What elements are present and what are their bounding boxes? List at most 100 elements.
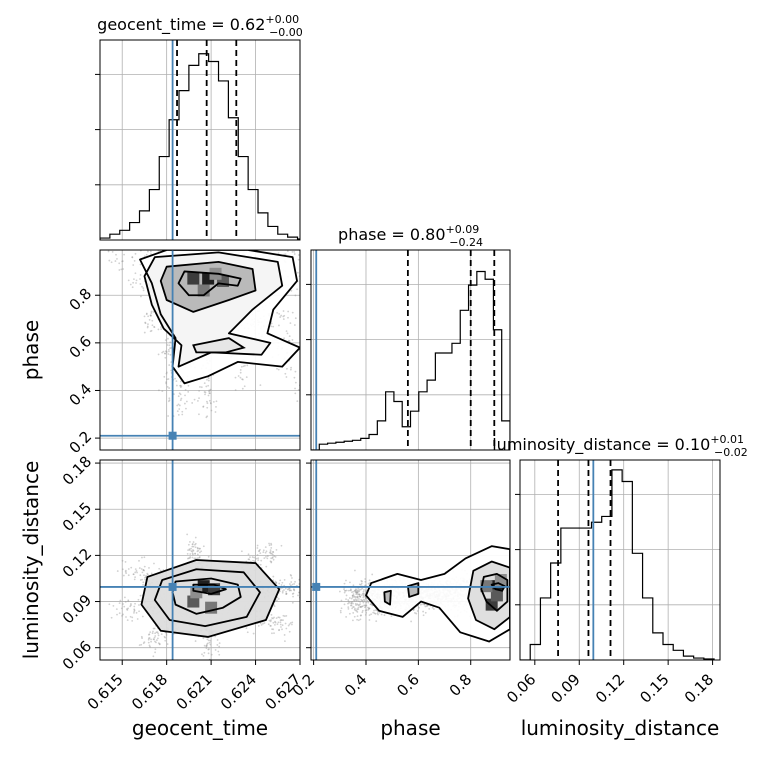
scatter-point [218,642,221,645]
scatter-point [160,328,162,331]
hist-panel-phase [311,250,510,450]
scatter-point [152,627,155,630]
scatter-point [279,590,281,593]
scatter-point [354,609,357,612]
scatter-point [189,541,191,543]
contour-line [365,545,510,643]
scatter-point [271,553,274,556]
scatter-point [164,636,167,639]
scatter-point [354,589,356,592]
scatter-point [254,236,256,238]
scatter-point [356,608,359,610]
scatter-point [203,391,206,393]
scatter-point [156,637,159,640]
scatter-point [133,605,136,608]
scatter-point [157,353,160,356]
scatter-point [152,655,155,658]
scatter-point [257,625,260,627]
scatter-point [153,325,155,328]
scatter-point [370,613,373,616]
scatter-point [209,643,212,646]
scatter-point [141,578,144,581]
scatter-point [139,263,142,266]
scatter-point [284,640,286,643]
scatter-point [273,623,276,626]
scatter-point [130,604,132,607]
density-peak [490,589,503,602]
scatter-point [270,325,273,328]
scatter-point [147,638,150,641]
scatter-point [209,639,212,642]
scatter-point [366,599,369,602]
scatter-point [349,588,352,591]
scatter-point [146,326,149,329]
scatter-point [319,278,321,280]
y-tick-label: 0.09 [59,591,95,627]
scatter-point [273,616,275,619]
scatter-point [352,590,355,593]
scatter-point [359,595,362,598]
scatter-point [145,574,148,577]
scatter-point [378,611,381,614]
x-tick-label: 0.6 [393,670,423,700]
scatter-point [138,567,141,569]
scatter-point [303,312,305,314]
x-tick-label: 0.12 [592,670,628,706]
scatter-point [150,638,152,641]
scatter-point [133,259,136,262]
scatter-point [154,247,156,249]
scatter-point [154,640,156,643]
scatter-point [247,558,250,561]
scatter-point [284,622,287,625]
scatter-point [147,641,150,644]
scatter-point [279,621,282,624]
scatter-point [186,552,189,555]
scatter-point [160,236,162,238]
scatter-point [373,609,375,612]
scatter-point [343,588,345,591]
scatter-point [270,547,273,549]
scatter-point [141,571,144,574]
scatter-point [188,548,191,551]
scatter-point [179,399,182,402]
scatter-point [339,611,342,614]
scatter-point [320,365,322,367]
scatter-point [372,611,375,614]
scatter-point [239,371,242,374]
scatter-frame-geocent_time-phase [99,249,301,451]
scatter-point [163,375,166,378]
scatter-point [142,569,145,571]
scatter-point [157,328,160,331]
scatter-point [126,608,128,610]
scatter-point [158,643,161,646]
scatter-point [178,404,181,407]
scatter-point [124,570,127,573]
scatter-point [249,556,251,558]
scatter-point [199,551,201,554]
scatter-point [301,391,303,393]
scatter-point [187,557,189,560]
scatter-point [329,372,331,374]
scatter-point [365,584,367,587]
scatter-point [302,255,304,257]
scatter-point [276,596,279,599]
scatter-point [290,589,293,592]
scatter-point [276,623,279,626]
scatter-point [154,651,156,654]
scatter-point [148,644,151,647]
scatter-point [376,612,379,615]
scatter-point [357,590,360,593]
scatter-point [356,593,359,596]
x-tick-label: 0.4 [341,670,371,700]
scatter-point [197,549,200,552]
title-sup: +0.00 [265,13,299,26]
scatter-point [361,580,363,583]
scatter-point [364,605,367,607]
scatter-point [165,371,168,374]
scatter-point [428,608,431,610]
scatter-point [304,282,306,284]
scatter-point [245,376,248,379]
scatter-point [143,574,145,577]
scatter-point [207,384,210,387]
scatter-point [166,344,169,346]
